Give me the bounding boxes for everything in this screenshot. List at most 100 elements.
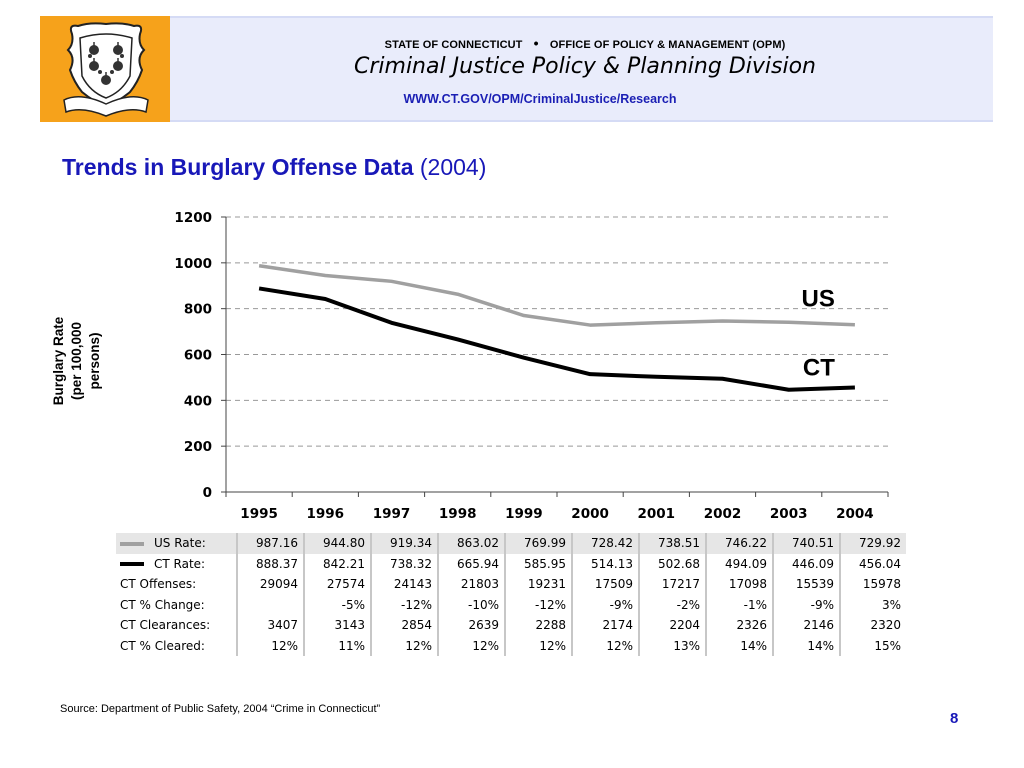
table-cell: -5% <box>303 594 371 615</box>
table-row-label: CT % Change: <box>120 597 205 612</box>
legend-swatch <box>120 541 144 546</box>
table-cell: 12% <box>504 635 572 656</box>
table-cell: 3% <box>839 594 906 615</box>
table-cell: 919.34 <box>370 533 438 554</box>
table-cell: 14% <box>705 635 773 656</box>
page-number: 8 <box>950 710 959 727</box>
header-banner: STATE OF CONNECTICUT • OFFICE OF POLICY … <box>40 16 993 122</box>
agency-left: STATE OF CONNECTICUT <box>384 39 523 51</box>
x-tick-label: 1997 <box>373 506 411 522</box>
table-row: US Rate: 987.16 944.80 919.34 863.02 769.99 72… <box>116 533 906 554</box>
table-row: CT Rate: 888.37 842.21 738.32 665.94 585.95 51… <box>116 553 906 575</box>
y-tick-label: 800 <box>184 302 212 318</box>
table-cell: 19231 <box>504 574 572 595</box>
agency-right: OFFICE OF POLICY & MANAGEMENT (OPM) <box>549 39 786 51</box>
table-cell: 29094 <box>236 574 304 595</box>
table-cell: 12% <box>370 635 438 656</box>
connecticut-seal-icon <box>63 22 149 117</box>
x-tick-label: 2000 <box>571 506 609 522</box>
table-cell: 2320 <box>839 615 906 636</box>
y-axis-label: Burglary Rate (per 100,000 persons) <box>50 296 104 426</box>
series-line-ct <box>258 286 855 392</box>
table-row: CT Clearances: 3407 3143 2854 2639 2288 2174 22… <box>116 615 906 636</box>
y-tick-label: 400 <box>184 393 212 409</box>
y-tick-label: 1200 <box>174 210 212 226</box>
table-cell: 2854 <box>370 615 438 636</box>
table-row: CT % Cleared: 12% 11% 12% 12% 12% 12% 13% 14% 14%… <box>116 635 906 656</box>
legend-swatch <box>120 562 144 567</box>
page-title: Trends in Burglary Offense Data (2004) <box>62 154 486 181</box>
y-axis-label-line1: Burglary Rate <box>51 316 66 406</box>
table-cell: 12% <box>437 635 505 656</box>
series-line-us <box>258 264 855 327</box>
table-cell: 456.04 <box>839 553 906 574</box>
table-cell: 863.02 <box>437 533 505 554</box>
table-row-label: US Rate: <box>116 533 237 554</box>
x-tick-label: 1995 <box>240 506 278 522</box>
x-tick-label: 1999 <box>505 506 543 522</box>
table-cell: 738.51 <box>638 533 706 554</box>
website-link[interactable]: WWW.CT.GOV/OPM/CriminalJustice/Research <box>403 92 677 106</box>
table-cell: 2174 <box>571 615 639 636</box>
table-row-label: CT % Cleared: <box>120 638 205 653</box>
x-tick-label: 2001 <box>638 506 676 522</box>
separator-bullet: • <box>533 35 539 51</box>
y-axis-label-line2: (per 100,000 persons) <box>69 321 102 401</box>
table-cell: 746.22 <box>705 533 773 554</box>
division-title: Criminal Justice Policy & Planning Divis… <box>354 54 816 79</box>
table-cell: -12% <box>370 594 438 615</box>
table-cell: 14% <box>772 635 840 656</box>
table-cell: 842.21 <box>303 553 371 574</box>
table-cell: 740.51 <box>772 533 840 554</box>
table-cell: -9% <box>571 594 639 615</box>
table-cell: 494.09 <box>705 553 773 574</box>
table-row-label: CT Rate: <box>116 554 237 575</box>
table-cell: 987.16 <box>236 533 304 554</box>
table-cell: 769.99 <box>504 533 572 554</box>
table-cell: 3143 <box>303 615 371 636</box>
page-title-year: (2004) <box>419 154 487 180</box>
table-cell: 2326 <box>705 615 773 636</box>
table-cell: 728.42 <box>571 533 639 554</box>
y-tick-label: 600 <box>184 348 212 364</box>
table-cell: -10% <box>437 594 505 615</box>
table-cell: 585.95 <box>504 553 572 574</box>
table-row: CT Offenses: 29094 27574 24143 21803 19231 175… <box>116 574 906 595</box>
x-tick-label: 2004 <box>836 506 874 522</box>
table-cell: 3407 <box>236 615 304 636</box>
table-cell: 665.94 <box>437 553 505 574</box>
table-cell: 15% <box>839 635 906 656</box>
table-cell: -2% <box>638 594 706 615</box>
table-cell: 12% <box>236 635 304 656</box>
x-tick-label: 2002 <box>704 506 742 522</box>
table-cell: 27574 <box>303 574 371 595</box>
y-tick-label: 200 <box>184 439 212 455</box>
source-note: Source: Department of Public Safety, 200… <box>60 703 381 715</box>
table-cell: -12% <box>504 594 572 615</box>
table-cell: 2146 <box>772 615 840 636</box>
table-cell <box>236 594 304 615</box>
table-cell: 729.92 <box>839 533 906 554</box>
y-tick-label: 0 <box>203 485 212 501</box>
table-cell: 2204 <box>638 615 706 636</box>
table-row-label: CT Clearances: <box>120 618 211 633</box>
table-cell: 13% <box>638 635 706 656</box>
y-tick-label: 1000 <box>174 256 212 272</box>
table-cell: 2639 <box>437 615 505 636</box>
table-cell: 15978 <box>839 574 906 595</box>
table-cell: 17098 <box>705 574 773 595</box>
table-cell: 21803 <box>437 574 505 595</box>
table-cell: 24143 <box>370 574 438 595</box>
table-cell: 888.37 <box>236 553 304 574</box>
table-row-label: CT Offenses: <box>120 577 197 592</box>
table-cell: 17509 <box>571 574 639 595</box>
table-cell: -9% <box>772 594 840 615</box>
series-label-us: US <box>802 286 835 313</box>
page-title-main: Trends in Burglary Offense Data <box>62 154 414 180</box>
data-table: US Rate: 987.16 944.80 919.34 863.02 769.99 72… <box>116 533 906 656</box>
logo-box <box>40 16 170 122</box>
table-cell: 11% <box>303 635 371 656</box>
x-tick-label: 1998 <box>439 506 477 522</box>
series-label-ct: CT <box>803 354 835 381</box>
